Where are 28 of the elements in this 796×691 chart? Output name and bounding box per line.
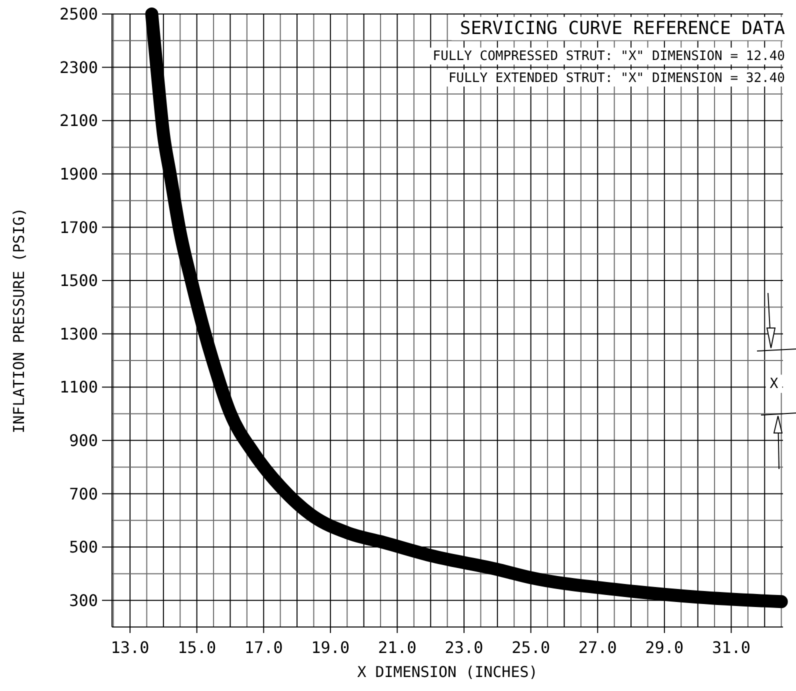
y-tick-label: 700 — [69, 484, 98, 504]
y-axis-title: INFLATION PRESSURE (PSIG) — [10, 208, 28, 434]
x-tick-label: 31.0 — [712, 638, 750, 657]
x-tick-label: 27.0 — [578, 638, 617, 657]
x-tick-label: 23.0 — [444, 638, 484, 657]
x-tick-label: 17.0 — [244, 638, 283, 657]
annotation: FULLY COMPRESSED STRUT: "X" DIMENSION = 12.40 — [432, 49, 785, 64]
x-tick-label: 19.0 — [311, 638, 350, 657]
y-tick-label: 1100 — [59, 378, 98, 397]
chart-title: SERVICING CURVE REFERENCE DATA — [460, 18, 786, 39]
y-tick-label: 1900 — [59, 164, 98, 184]
y-tick-label: 1300 — [59, 324, 98, 344]
x-tick-label: 21.0 — [378, 638, 416, 657]
x-axis-title: X DIMENSION (INCHES) — [357, 663, 538, 681]
y-tick-label: 500 — [69, 538, 98, 557]
y-tick-label: 900 — [69, 431, 98, 450]
y-tick-label: 2500 — [59, 4, 98, 24]
y-tick-label: 1500 — [59, 271, 98, 290]
annotation: FULLY EXTENDED STRUT: "X" DIMENSION = 32.40 — [448, 71, 785, 86]
annotation: X — [770, 376, 779, 392]
y-tick-label: 1700 — [59, 218, 98, 237]
x-tick-label: 29.0 — [645, 638, 684, 657]
y-tick-label: 300 — [69, 590, 98, 610]
y-tick-label: 2100 — [59, 111, 98, 130]
x-tick-label: 13.0 — [110, 638, 150, 657]
x-tick-label: 15.0 — [178, 638, 216, 657]
x-tick-label: 25.0 — [512, 638, 550, 657]
y-tick-label: 2300 — [59, 58, 98, 77]
